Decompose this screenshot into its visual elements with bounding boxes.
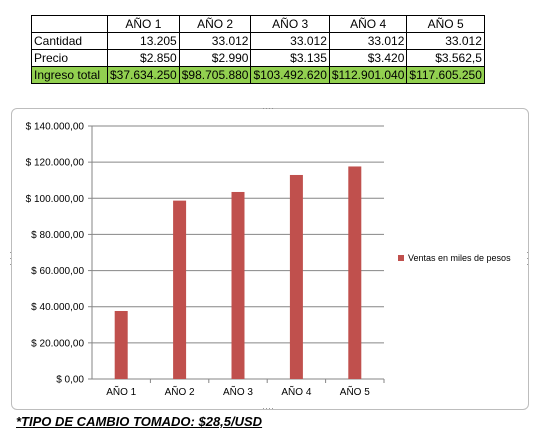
table-cell: 33.012 [178,32,252,50]
table-cell: $2.990 [178,49,252,67]
x-tick-label: AÑO 1 [106,385,136,398]
bar-chart: $ 0,00 $ 20.000,00 $ 40.000,00 $ 60.000,00 $… [26,122,511,399]
table-cell: $37.634.250 [107,66,180,84]
legend-label: Ventas en miles de pesos [408,253,511,263]
y-tick-label: $ 40.000,00 [31,302,84,313]
y-tick-label: $ 140.000,00 [26,122,85,133]
resize-handle-top[interactable]: ···· [262,103,274,113]
chart-frame[interactable]: $ 0,00 $ 20.000,00 $ 40.000,00 $ 60.000,00 $… [9,103,529,413]
x-tick-label: AÑO 5 [340,385,370,398]
table-header-cell [31,15,108,33]
y-tick-label: $ 20.000,00 [31,338,84,349]
table-cell: $3.135 [250,49,330,67]
table-cell: $112.901.040 [328,66,408,84]
table-cell: 13.205 [107,32,180,50]
table-header-cell: AÑO 4 [328,15,408,33]
table-cell: $117.605.250 [406,66,485,84]
bar-3 [231,191,245,379]
exchange-rate-footnote: *TIPO DE CAMBIO TOMADO: $28,5/USD [16,414,263,429]
row-label-cell: Cantidad [31,32,108,50]
table-row-total: Ingreso total $37.634.250 $98.705.880 $1… [31,66,485,84]
y-tick-label: $ 100.000,00 [26,194,85,205]
table-cell: 33.012 [250,32,330,50]
table-header-cell: AÑO 5 [406,15,485,33]
table-cell: $3.562,5 [406,49,485,67]
row-label-cell: Precio [31,49,108,67]
table-cell: 33.012 [328,32,408,50]
y-tick-label: $ 60.000,00 [31,266,84,277]
table-header-cell: AÑO 2 [178,15,252,33]
resize-handle-bottom[interactable]: ···· [262,403,274,413]
resize-handle-left[interactable]: · · · [9,247,12,269]
x-tick-label: AÑO 3 [223,385,253,398]
table-row: Precio $2.850 $2.990 $3.135 $3.420 $3.56… [31,49,485,67]
table-header-row: AÑO 1 AÑO 2 AÑO 3 AÑO 4 AÑO 5 [31,15,485,33]
y-tick-label: $ 80.000,00 [31,230,84,241]
resize-handle-right[interactable]: · · · [526,247,529,269]
x-tick-label: AÑO 4 [281,385,311,398]
x-tick-label: AÑO 2 [165,385,195,398]
table-cell: $103.492.620 [250,66,330,84]
y-tick-label: $ 0,00 [56,375,84,386]
data-table: AÑO 1 AÑO 2 AÑO 3 AÑO 4 AÑO 5 Cantidad 1… [31,15,485,84]
table-header-cell: AÑO 1 [107,15,180,33]
table-row: Cantidad 13.205 33.012 33.012 33.012 33.… [31,32,485,50]
legend-swatch [398,255,404,261]
table-header-cell: AÑO 3 [250,15,330,33]
table-cell: $3.420 [328,49,408,67]
bar-2 [173,200,187,379]
table-cell: 33.012 [406,32,485,50]
bar-5 [348,166,362,379]
bar-4 [289,174,303,379]
row-label-cell: Ingreso total [31,66,108,84]
table-cell: $98.705.880 [178,66,252,84]
bar-1 [114,310,128,379]
table-cell: $2.850 [107,49,180,67]
y-tick-label: $ 120.000,00 [26,158,85,169]
